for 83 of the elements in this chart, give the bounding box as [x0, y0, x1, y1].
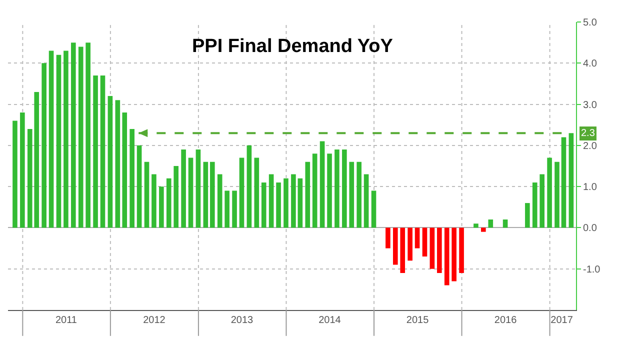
bar [203, 162, 208, 228]
y-tick-label: 1.0 [583, 182, 598, 194]
bar [276, 182, 281, 228]
bar [86, 42, 90, 228]
bar [540, 174, 544, 228]
bar [327, 154, 332, 228]
bar [188, 158, 194, 228]
bar [334, 150, 340, 228]
x-tick-label: 2014 [318, 315, 342, 326]
bar [408, 228, 412, 261]
bar [298, 178, 303, 228]
x-tick-label: 2011 [55, 315, 78, 326]
y-tick-label: 2.0 [583, 140, 598, 152]
bar [261, 182, 266, 228]
bar [305, 162, 310, 228]
bar [239, 158, 244, 228]
bar [42, 63, 46, 228]
y-tick-label: 3.0 [583, 100, 598, 111]
bar [210, 162, 215, 228]
bar [64, 50, 68, 228]
y-tick-label: 4.0 [583, 58, 598, 70]
bar [196, 150, 201, 228]
bar [364, 174, 369, 228]
bar [93, 75, 98, 228]
bar [488, 219, 494, 228]
bar [561, 137, 566, 228]
x-tick-label: 2017 [550, 315, 574, 326]
bar [122, 112, 128, 228]
bar [246, 145, 252, 228]
bar [356, 162, 362, 228]
bar [481, 228, 486, 232]
x-tick-label: 2016 [494, 315, 518, 326]
y-tick-label: 5.0 [583, 18, 598, 28]
y-tick-label: 0.0 [583, 223, 598, 234]
bar [393, 228, 398, 265]
bar [71, 42, 76, 228]
bar [430, 228, 435, 269]
bar [232, 190, 237, 228]
bar [100, 75, 106, 228]
ref-line-label: 2.3 [581, 128, 596, 139]
bar [342, 150, 347, 228]
bar [48, 50, 54, 228]
bar [217, 174, 222, 228]
bar [56, 54, 62, 228]
bar [349, 162, 354, 228]
bar [444, 228, 450, 286]
bar [532, 182, 538, 228]
bar [152, 174, 156, 228]
bar [268, 174, 274, 228]
bar [108, 96, 113, 228]
bar [115, 100, 120, 228]
bar [386, 228, 390, 248]
bar [136, 145, 142, 228]
bar [474, 224, 478, 228]
bar [371, 190, 376, 228]
text: PPI Final Demand YoY [192, 36, 394, 57]
bar [291, 174, 296, 228]
bar [181, 150, 186, 228]
bar [568, 133, 574, 228]
bar [525, 203, 530, 228]
bar [166, 178, 172, 228]
bar [452, 228, 456, 282]
bar [130, 128, 134, 228]
bar [12, 120, 18, 228]
bar [422, 228, 428, 257]
bar [20, 112, 25, 228]
x-tick-label: 2012 [143, 315, 166, 326]
bar [174, 166, 178, 228]
bar [400, 228, 406, 273]
x-tick-label: 2015 [406, 315, 430, 326]
bar [144, 162, 150, 228]
bar [224, 190, 230, 228]
bar [159, 186, 164, 228]
x-tick-label: 2013 [230, 315, 254, 326]
bar [414, 228, 420, 248]
bar [502, 219, 508, 228]
bar [254, 158, 260, 228]
bar [437, 228, 442, 273]
y-tick-label: -1.0 [583, 264, 601, 276]
bar [312, 154, 318, 228]
bar [554, 162, 560, 228]
bar [320, 141, 325, 228]
bar [78, 46, 84, 228]
